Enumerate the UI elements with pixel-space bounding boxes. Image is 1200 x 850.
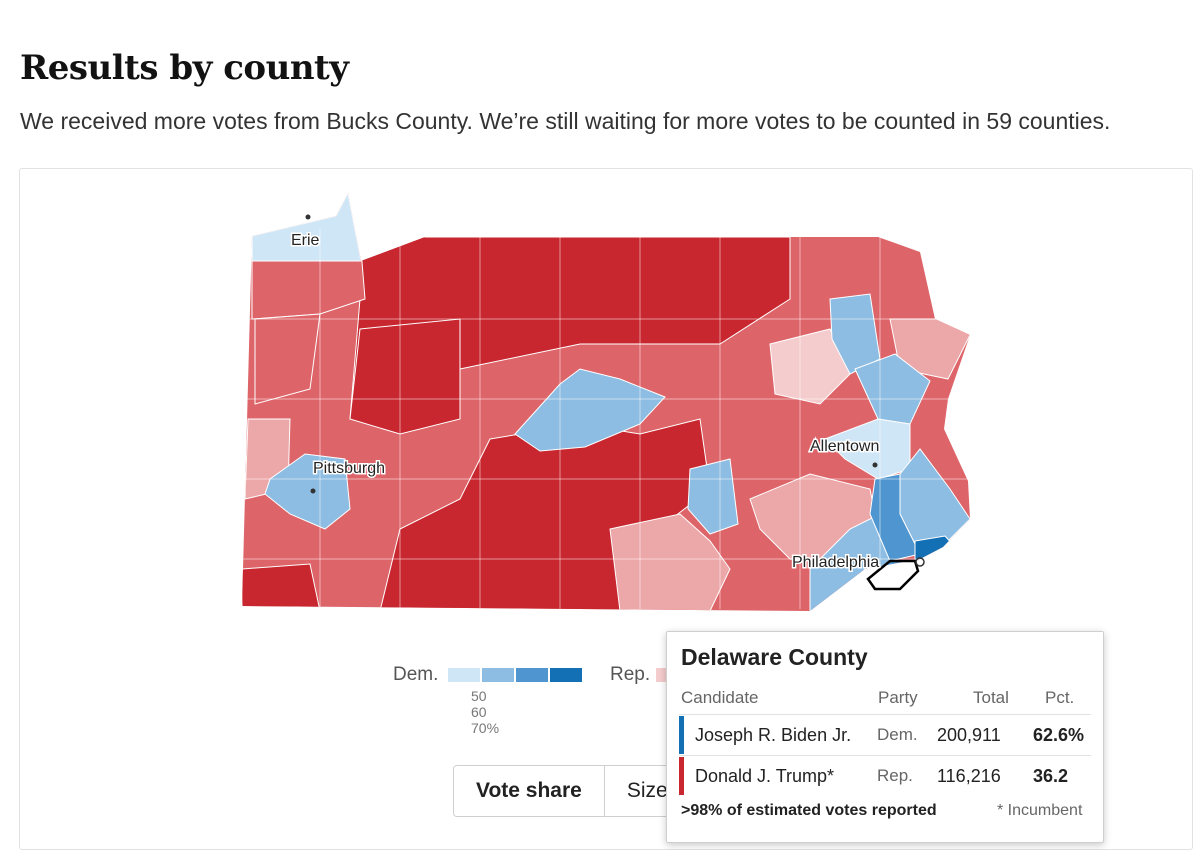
county-region[interactable] [349, 236, 791, 420]
tooltip-header-pct: Pct. [1045, 688, 1075, 707]
highlighted-county-outline [866, 559, 920, 591]
candidate-total: 200,911 [937, 725, 1001, 745]
city-label-allentown: Allentown [810, 438, 879, 455]
incumbent-note: * Incumbent [997, 802, 1083, 819]
candidate-party: Rep. [877, 766, 913, 785]
legend-swatch [448, 668, 480, 682]
tooltip-row: Joseph R. Biden Jr. Dem. 200,911 62.6% [679, 716, 1091, 754]
city-dot-pittsburgh [310, 488, 316, 494]
legend-rep-label: Rep. [610, 664, 651, 685]
candidate-total: 116,216 [937, 766, 1001, 786]
county-region[interactable] [251, 193, 362, 262]
county-region[interactable] [514, 368, 666, 452]
tooltip-county-name: Delaware County [681, 644, 868, 670]
city-label-erie: Erie [291, 232, 320, 249]
legend-swatch [482, 668, 514, 682]
tooltip-header-candidate: Candidate [681, 688, 759, 707]
city-markers: Erie Pittsburgh Allentown Philadelphia [290, 214, 925, 573]
candidate-pct: 36.2 [1033, 766, 1069, 786]
legend-tick: 60 [471, 704, 487, 720]
city-dot-allentown [872, 462, 878, 468]
page-subtitle: We received more votes from Bucks County… [20, 108, 1111, 134]
county-region[interactable] [687, 458, 739, 535]
map-card: Erie Pittsburgh Allentown Philadelphia [19, 168, 1193, 850]
legend-dem-swatches [448, 668, 582, 682]
votes-reported: >98% of estimated votes reported [681, 802, 937, 819]
county-region[interactable] [854, 353, 931, 425]
city-label-pittsburgh: Pittsburgh [313, 460, 385, 477]
candidate-party: Dem. [877, 725, 918, 744]
city-label-philadelphia: Philadelphia [792, 554, 879, 571]
vote-share-button[interactable]: Vote share [454, 766, 605, 816]
legend-dem-label: Dem. [393, 664, 439, 685]
candidate-pct: 62.6% [1033, 725, 1085, 745]
tooltip-header-total: Total [973, 688, 1009, 707]
city-dot-erie [305, 214, 311, 220]
legend-swatch [550, 668, 582, 682]
county-region[interactable] [769, 328, 851, 405]
county-region[interactable] [349, 318, 461, 435]
tooltip-row: Donald J. Trump* Rep. 116,216 36.2 [679, 757, 1091, 795]
candidate-name: Joseph R. Biden Jr. [695, 725, 852, 745]
tooltip-divider [679, 755, 1091, 756]
county-map[interactable]: Erie Pittsburgh Allentown Philadelphia [20, 169, 1192, 669]
party-color-bar [679, 716, 684, 754]
page-title: Results by county [20, 48, 349, 88]
legend-tick: 50 [471, 688, 487, 704]
legend-tick: 70% [471, 720, 500, 736]
county-tooltip: Delaware County Candidate Party Total Pc… [666, 631, 1104, 843]
county-region[interactable] [254, 313, 321, 405]
tooltip-divider [679, 714, 1091, 715]
legend-swatch [516, 668, 548, 682]
tooltip-header-party: Party [878, 688, 918, 707]
party-color-bar [679, 757, 684, 795]
county-region[interactable] [264, 453, 351, 530]
county-region[interactable] [242, 563, 321, 611]
legend-ticks: 506070% [471, 688, 505, 736]
county-region[interactable] [914, 535, 956, 565]
city-dot-philadelphia [915, 557, 925, 567]
candidate-name: Donald J. Trump* [695, 766, 835, 786]
